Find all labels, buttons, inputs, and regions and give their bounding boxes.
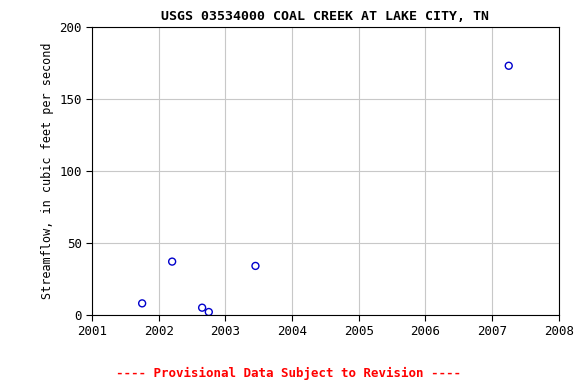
- Point: [138, 300, 147, 306]
- Title: USGS 03534000 COAL CREEK AT LAKE CITY, TN: USGS 03534000 COAL CREEK AT LAKE CITY, T…: [161, 10, 490, 23]
- Point: [204, 309, 214, 315]
- Point: [198, 305, 207, 311]
- Point: [504, 63, 513, 69]
- Text: ---- Provisional Data Subject to Revision ----: ---- Provisional Data Subject to Revisio…: [116, 367, 460, 380]
- Point: [251, 263, 260, 269]
- Y-axis label: Streamflow, in cubic feet per second: Streamflow, in cubic feet per second: [41, 43, 54, 299]
- Point: [168, 258, 177, 265]
